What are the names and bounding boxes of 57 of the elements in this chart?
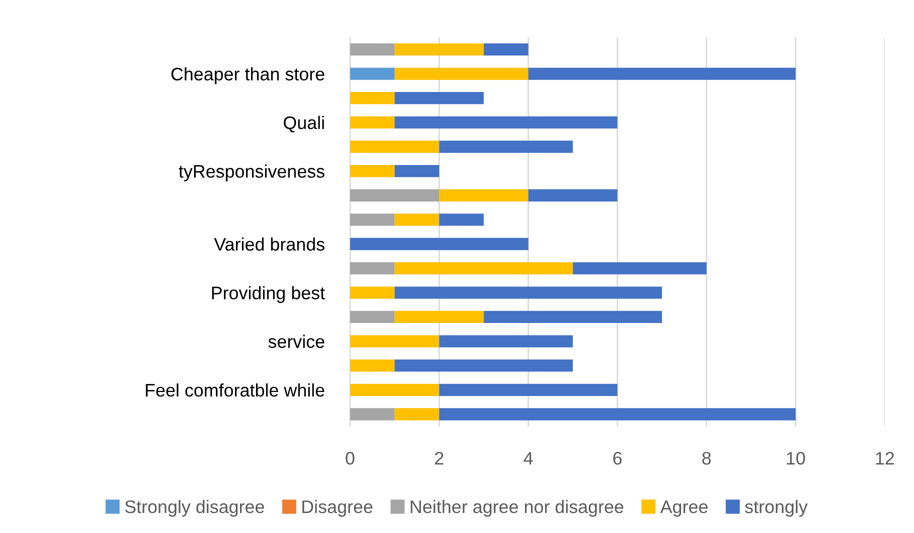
y-tick-label: tyResponsiveness	[178, 164, 324, 182]
x-tick-label: 6	[613, 452, 622, 465]
bar	[350, 189, 440, 202]
x-tick-label: 10	[786, 452, 805, 465]
bar	[350, 286, 395, 299]
bar	[350, 214, 395, 226]
bar	[394, 164, 440, 178]
bar	[350, 164, 395, 178]
bar	[350, 92, 395, 104]
bar	[439, 189, 528, 202]
bar	[394, 214, 440, 226]
bar	[350, 140, 440, 153]
bar	[439, 214, 484, 226]
bar	[394, 262, 573, 274]
bar	[394, 360, 573, 372]
y-tick-label: Cheaper than store	[171, 67, 324, 84]
bar	[350, 310, 395, 324]
y-tick-label: Providing best	[212, 286, 325, 303]
bar	[350, 262, 395, 274]
bar	[394, 310, 484, 324]
bar	[439, 384, 618, 396]
x-tick-label: 12	[876, 452, 894, 464]
legend-label: Strongly disagree	[125, 500, 264, 517]
bar	[439, 335, 573, 348]
bar	[350, 43, 395, 56]
x-tick-label: 2	[435, 452, 444, 464]
bar	[394, 43, 484, 56]
legend-label: strongly	[744, 500, 808, 517]
y-tick-label: Quali	[284, 116, 324, 132]
bar	[394, 92, 484, 104]
legend-label: Disagree	[302, 500, 372, 517]
bar	[572, 262, 707, 274]
bar	[350, 408, 395, 420]
bar	[350, 68, 395, 80]
bar	[350, 335, 440, 348]
x-tick-label: 0	[346, 452, 354, 465]
legend-label: Neither agree nor disagree	[410, 500, 624, 517]
bar	[528, 68, 796, 80]
bar	[484, 43, 528, 56]
bar	[350, 116, 395, 129]
bar	[394, 286, 662, 299]
bar	[439, 408, 796, 420]
bar	[484, 310, 662, 324]
bar	[350, 238, 528, 250]
x-tick-label: 8	[702, 452, 711, 465]
bar	[394, 68, 528, 80]
y-tick-label: Varied brands	[214, 237, 324, 251]
y-tick-label: service	[268, 334, 324, 348]
x-tick-label: 4	[524, 452, 533, 464]
bar	[350, 360, 395, 372]
bar	[439, 140, 573, 153]
bar	[394, 408, 440, 420]
bar	[394, 116, 618, 129]
legend-label: Agree	[660, 500, 708, 517]
bar	[528, 189, 618, 202]
y-tick-label: Feel comforatble while	[146, 383, 324, 397]
bar	[350, 384, 440, 396]
